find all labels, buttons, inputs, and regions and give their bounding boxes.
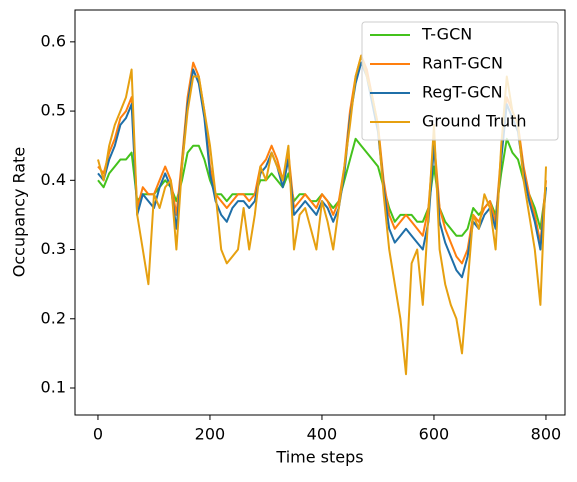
legend-label: Ground Truth [422, 112, 527, 131]
x-tick-label: 600 [419, 425, 450, 444]
y-tick-label: 0.2 [41, 308, 66, 327]
x-tick-label: 800 [531, 425, 562, 444]
x-tick-label: 200 [195, 425, 226, 444]
legend-label: T-GCN [421, 25, 472, 44]
y-tick-label: 0.1 [41, 378, 66, 397]
x-tick-label: 400 [307, 425, 338, 444]
legend-label: RegT-GCN [422, 83, 503, 102]
x-tick-label: 0 [93, 425, 103, 444]
y-tick-label: 0.4 [41, 170, 66, 189]
x-axis-label: Time steps [275, 448, 363, 467]
series-line [97, 54, 547, 376]
y-tick-label: 0.6 [41, 31, 66, 50]
y-tick-label: 0.3 [41, 239, 66, 258]
y-tick-label: 0.5 [41, 101, 66, 120]
legend-label: RanT-GCN [422, 54, 503, 73]
y-axis-label: Occupancy Rate [10, 147, 29, 277]
legend-box [361, 21, 559, 141]
plot-frame [74, 9, 566, 416]
